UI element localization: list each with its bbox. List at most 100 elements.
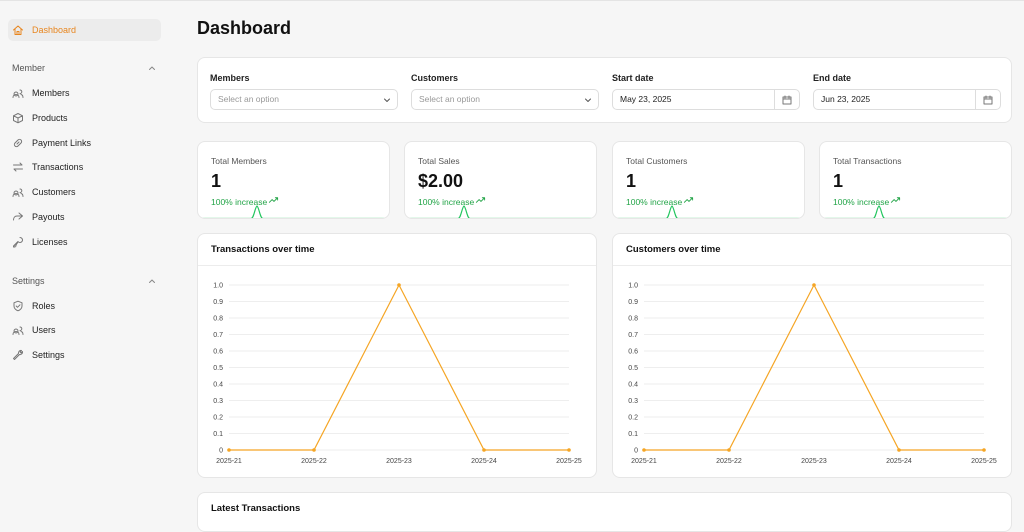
filter-input[interactable]: Select an option [411, 89, 599, 110]
filter-input-text: Jun 23, 2025 [821, 94, 871, 104]
x-tick-label: 2025-25 [556, 458, 582, 465]
icon [13, 112, 23, 124]
table-title: Latest Transactions [211, 503, 301, 514]
filter-input[interactable]: May 23, 2025 [612, 89, 800, 110]
icon-path [890, 197, 901, 203]
nav-section-title[interactable]: Member [12, 63, 46, 73]
nav-item[interactable]: Payouts [32, 212, 65, 222]
icon [13, 25, 23, 35]
icon-path [13, 236, 23, 248]
chart: 0 0.1 0.2 0.3 0.4 0.5 0.6 0.7 0.8 0.9 1.0 2025-21 20… [628, 283, 997, 466]
stat-change: 100% increase [626, 197, 683, 207]
icon [585, 98, 591, 102]
filter-input[interactable]: Select an option [210, 89, 398, 110]
y-tick-label: 0.2 [628, 415, 638, 422]
y-tick-label: 0 [219, 448, 223, 455]
icon-path [683, 197, 694, 203]
nav-item[interactable]: Users [32, 325, 56, 336]
y-tick-label: 0.3 [628, 398, 638, 405]
icon [13, 138, 23, 147]
filter-input-text: Select an option [218, 94, 279, 104]
x-tick-label: 2025-22 [301, 458, 327, 465]
stat-value: $2.00 [418, 171, 464, 191]
icon [13, 300, 23, 311]
y-tick-label: 0.9 [628, 299, 638, 306]
stat-value: 1 [211, 171, 222, 191]
icon [983, 95, 993, 105]
y-tick-label: 0.1 [628, 431, 638, 438]
y-tick-label: 0.2 [213, 415, 223, 422]
icon-path [13, 162, 23, 172]
filter-label: Customers [411, 73, 459, 83]
nav-item[interactable]: Settings [32, 350, 65, 361]
point [897, 448, 901, 452]
y-tick-label: 0.7 [628, 332, 638, 339]
nav-item[interactable]: Licenses [32, 236, 68, 247]
icon-path [13, 138, 23, 147]
x-tick-label: 2025-23 [801, 458, 827, 465]
filter-input[interactable]: Jun 23, 2025 [813, 89, 1001, 110]
nav-item[interactable]: Members [32, 88, 70, 98]
x-tick-label: 2025-25 [971, 458, 997, 465]
chart-card: Customers over time 0 0.1 0.2 0.3 0.4 0.5 0.6 0.… [612, 233, 1012, 478]
icon [475, 197, 486, 203]
y-tick-label: 0.7 [213, 332, 223, 339]
nav-item[interactable]: Customers [32, 187, 76, 198]
y-tick-label: 0.9 [213, 299, 223, 306]
x-tick-label: 2025-24 [886, 458, 912, 465]
page-title: Dashboard [197, 18, 292, 38]
y-tick-label: 0.5 [213, 365, 223, 372]
chart-header-divider [613, 265, 1011, 266]
icon [890, 197, 901, 203]
nav-item-active[interactable]: Dashboard [32, 25, 77, 35]
calendar-divider [774, 90, 775, 109]
y-tick-label: 0.4 [628, 382, 638, 389]
point [312, 448, 316, 452]
icon-path [585, 98, 591, 102]
icon-path [13, 25, 23, 35]
nav-section-title[interactable]: Settings [12, 275, 45, 286]
icon [149, 279, 155, 283]
stat-value: 1 [833, 171, 844, 191]
nav-item[interactable]: Payment Links [32, 137, 92, 148]
y-tick-label: 0.3 [213, 398, 223, 405]
y-tick-label: 0.8 [213, 316, 223, 323]
icon [13, 162, 23, 172]
icon-path [149, 66, 155, 70]
x-tick-label: 2025-21 [216, 458, 242, 465]
point [482, 448, 486, 452]
x-tick-label: 2025-21 [631, 458, 657, 465]
stat-value: 1 [626, 171, 637, 191]
chart: 0 0.1 0.2 0.3 0.4 0.5 0.6 0.7 0.8 0.9 1.0 2025-21 20… [213, 283, 582, 466]
sparkline-path [824, 205, 1008, 218]
icon-path [13, 350, 24, 361]
icon-path [13, 112, 23, 124]
sparkline [409, 205, 593, 218]
point [727, 448, 731, 452]
chart-title: Transactions over time [211, 244, 315, 255]
icon-path [13, 212, 23, 221]
icon-path [384, 98, 390, 102]
x-tick-label: 2025-24 [471, 458, 497, 465]
icon [13, 212, 23, 221]
sparkline-path [409, 205, 593, 218]
nav-active-bg [8, 19, 161, 41]
icon [268, 197, 279, 203]
point [227, 448, 231, 452]
stat-card: Total Transactions 1 100% increase [819, 141, 1012, 219]
sparkline [202, 205, 386, 218]
icon-path [782, 95, 792, 105]
filter-label: Members [210, 73, 250, 83]
icon [149, 66, 155, 70]
filter-label: Start date [612, 73, 654, 83]
y-tick-label: 0.6 [213, 349, 223, 356]
sparkline [617, 205, 801, 218]
stat-card: Total Sales $2.00 100% increase [404, 141, 597, 219]
nav-item[interactable]: Roles [32, 300, 56, 311]
nav-item[interactable]: Transactions [32, 162, 84, 173]
nav-item[interactable]: Products [32, 112, 68, 123]
icon [384, 98, 390, 102]
y-tick-label: 0 [634, 448, 638, 455]
icon-path [983, 95, 993, 105]
point [642, 448, 646, 452]
